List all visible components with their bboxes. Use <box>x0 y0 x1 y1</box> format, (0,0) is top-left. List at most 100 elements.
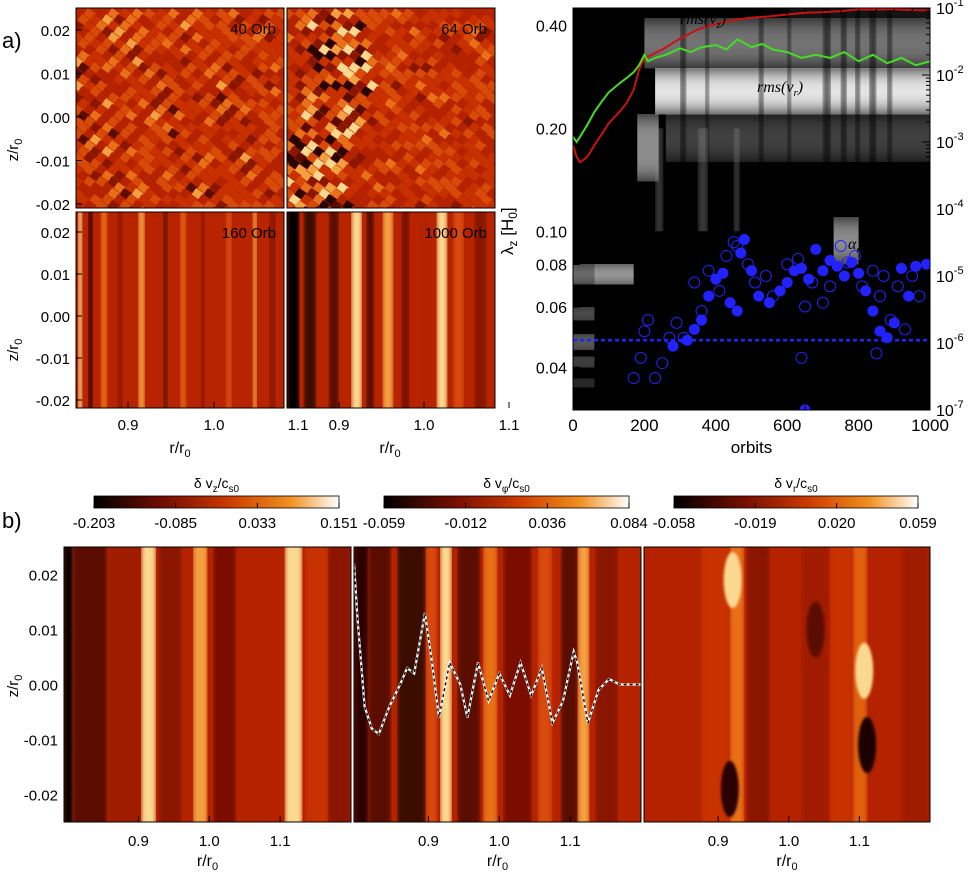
x-axis-label: r/r0 <box>197 853 218 873</box>
colorbar <box>673 495 919 509</box>
time-streak <box>840 8 847 172</box>
noise-cell <box>486 19 495 32</box>
heatmap-blob <box>806 601 825 658</box>
y-tick-label: 0.00 <box>29 678 58 695</box>
radial-band <box>453 212 464 408</box>
colorbar-tick-label: -0.058 <box>653 515 696 532</box>
noise-cell <box>76 200 84 208</box>
colorbar-tick-label: 0.084 <box>610 515 648 532</box>
alpha-point-filled <box>717 267 729 279</box>
alpha-point-open <box>870 347 883 360</box>
alpha-point-open <box>866 264 879 277</box>
alpha-point-filled <box>763 297 775 309</box>
x-tick-label: 0.9 <box>418 833 439 850</box>
y-axis-label: λz [H0] <box>498 207 520 255</box>
alpha-point-filled <box>810 243 822 255</box>
noise-cell <box>275 116 284 128</box>
colorbar <box>93 495 340 509</box>
alpha-point-open <box>649 372 662 385</box>
y-tick-label: 0.00 <box>41 309 70 326</box>
heatmap-band <box>829 547 853 822</box>
heatmap-band <box>595 547 619 822</box>
alpha-point-open <box>816 296 829 309</box>
heatmap-band <box>644 547 702 822</box>
noise-cell <box>119 200 132 208</box>
noise-cell <box>486 175 495 188</box>
noise-cell <box>275 80 284 92</box>
y-tick-label: -0.01 <box>36 154 70 171</box>
noise-cell <box>378 200 391 208</box>
noise-cell <box>95 200 108 208</box>
alpha-point-filled <box>735 247 747 259</box>
x-axis-label: orbits <box>731 438 773 457</box>
alpha-point-open <box>713 284 726 297</box>
alpha-point-filled <box>881 332 893 344</box>
heatmap-blob <box>855 642 874 699</box>
snapshot-panel: 40 Orb <box>75 7 285 209</box>
noise-cell <box>275 8 284 20</box>
radial-band <box>474 212 487 408</box>
alpha-point-open <box>891 280 904 293</box>
noise-cell <box>486 32 495 44</box>
right-tick-label: 10-7 <box>936 399 964 420</box>
noise-cell <box>275 200 284 208</box>
noise-cell <box>107 200 120 208</box>
heatmap-band <box>457 547 481 822</box>
radial-band <box>303 212 317 408</box>
y-tick-label: 0.06 <box>536 300 567 317</box>
alpha-point-open <box>906 270 919 282</box>
alpha-point-filled <box>867 305 879 317</box>
snapshot-frame <box>286 7 496 209</box>
radial-band <box>366 212 375 408</box>
alpha-point-open <box>720 249 733 262</box>
heatmap-band <box>397 547 426 822</box>
noise-cell <box>486 187 495 200</box>
x-axis-label: r/r0 <box>776 853 797 873</box>
alpha-point-open <box>824 280 837 293</box>
noise-cell <box>486 139 495 152</box>
spectral-band <box>573 378 595 388</box>
heatmap-band <box>577 547 590 822</box>
radial-band <box>351 212 362 408</box>
x-tick-label: 0.9 <box>128 833 149 850</box>
heatmap-band <box>236 547 265 822</box>
x-axis-label: r/r0 <box>379 440 400 460</box>
heatmap-band <box>328 547 351 822</box>
spectral-band <box>573 356 595 368</box>
time-streak <box>822 8 831 172</box>
velocity-perturbation-maps: δ vz/cs0 -0.203 -0.085 0.033 0.151 0.9 1.0 1.1 r… <box>5 475 937 873</box>
noise-cell <box>330 199 343 208</box>
snapshot-grid: 40 Orb 64 Orb 160 Orb 1000 Orb 0.02 0.02 0.01 0… <box>5 7 519 460</box>
x-tick-label: 1.1 <box>560 833 581 850</box>
colorbar <box>383 495 630 509</box>
alpha-point-filled <box>920 258 930 270</box>
noise-cell <box>263 200 276 208</box>
alpha-point-open <box>641 314 654 327</box>
alpha-point-filled <box>703 290 715 302</box>
heatmap-band <box>368 547 392 822</box>
spectral-band <box>833 217 859 265</box>
y-tick-label: 0.04 <box>536 360 567 377</box>
time-streak <box>887 8 893 172</box>
x-tick-label: 400 <box>702 416 730 435</box>
x-tick-label: 1.0 <box>414 417 435 434</box>
x-tick-label: 1.1 <box>288 417 309 434</box>
radial-band <box>78 212 83 408</box>
heatmap-panel: δ vz/cs0 -0.203 -0.085 0.033 0.151 0.9 1.0 1.1 r… <box>63 475 358 873</box>
heatmap-band <box>560 547 578 822</box>
alpha-point-filled <box>724 297 736 309</box>
time-streak <box>733 128 740 232</box>
noise-cell <box>486 43 495 56</box>
alpha-point-filled <box>667 340 679 352</box>
y-tick-label: -0.02 <box>36 197 70 214</box>
alpha-point-filled <box>738 234 750 246</box>
heatmap-band <box>305 547 329 822</box>
noise-cell <box>275 176 284 188</box>
x-tick-label: 1.0 <box>778 833 799 850</box>
spectrogram <box>573 8 930 410</box>
heatmap-band <box>158 547 182 822</box>
noise-cell <box>342 200 355 208</box>
heatmap-band <box>901 547 930 822</box>
x-tick-label: 0.9 <box>329 417 350 434</box>
